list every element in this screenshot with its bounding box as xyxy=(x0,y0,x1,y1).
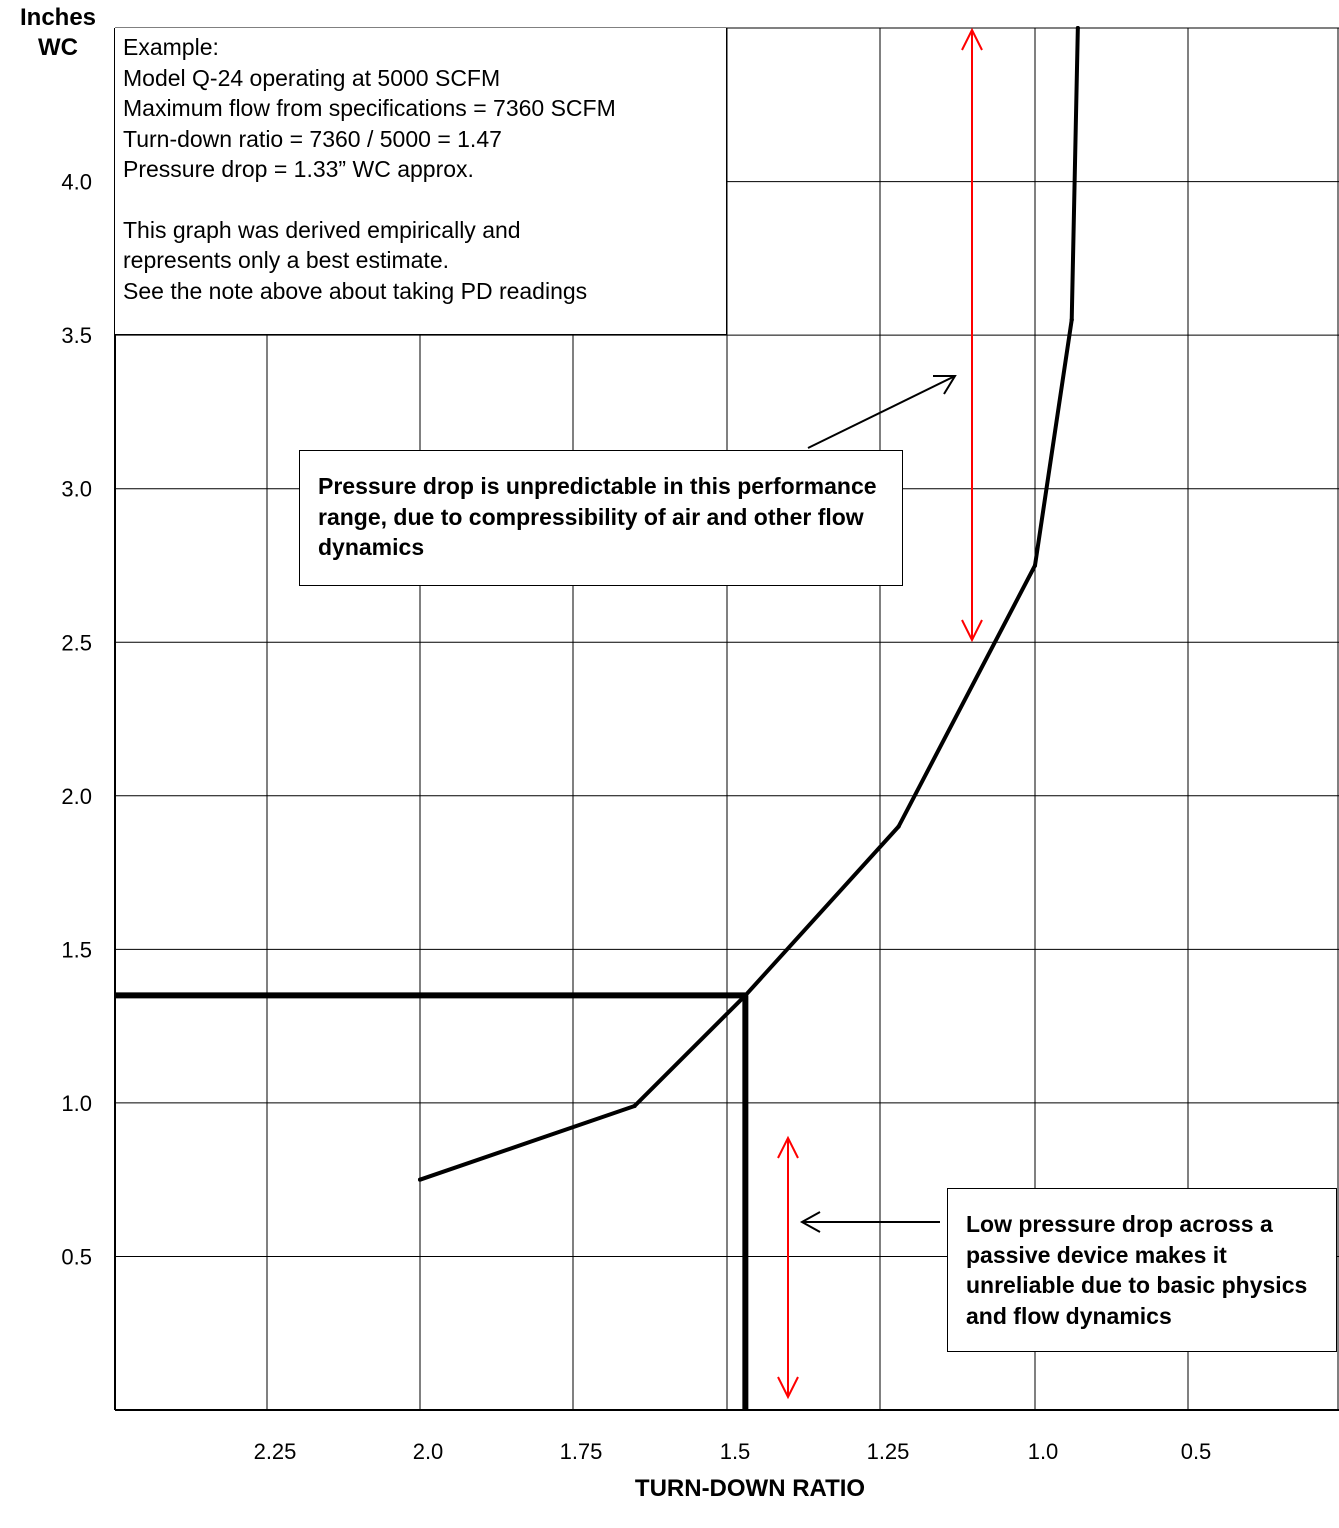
low-pressure-range-arrow-head-bottom xyxy=(777,1376,799,1400)
example-line: Maximum flow from specifications = 7360 … xyxy=(123,95,616,121)
example-line: Model Q-24 operating at 5000 SCFM xyxy=(123,64,501,91)
y-tick-labels: 0.5 1.0 1.5 2.0 2.5 3.0 3.5 4.0 xyxy=(61,170,92,1270)
x-tick-label: 2.25 xyxy=(254,1439,297,1464)
x-tick-label: 1.0 xyxy=(1028,1439,1059,1464)
example-note-box: Example: Model Q-24 operating at 5000 SC… xyxy=(115,28,727,335)
curve-segment xyxy=(743,824,901,998)
low-pressure-callout: Low pressure drop across a passive devic… xyxy=(947,1188,1337,1352)
pointer-arrow-bottom-head xyxy=(799,1211,821,1233)
pointer-arrow-top xyxy=(807,375,956,449)
curve-point xyxy=(1069,317,1074,322)
x-axis-title: TURN-DOWN RATIO xyxy=(634,1475,866,1502)
curve-segment xyxy=(418,1103,637,1182)
curve-point xyxy=(1033,563,1037,568)
unpredictable-range-arrow-head-top xyxy=(961,27,983,51)
curve-point xyxy=(418,1177,422,1182)
x-tick-label: 1.75 xyxy=(560,1439,603,1464)
curve-segment xyxy=(896,563,1037,829)
example-line: Example: xyxy=(123,34,219,60)
unpredictable-range-callout: Pressure drop is unpredictable in this p… xyxy=(299,450,903,586)
example-line: Pressure drop = 1.33” WC approx. xyxy=(123,156,474,182)
disclaimer-line: represents only a best estimate. xyxy=(123,247,449,273)
y-axis-title: Inches WC xyxy=(8,3,108,63)
y-tick-label: 3.5 xyxy=(61,323,92,348)
x-tick-labels: 2.25 2.0 1.75 1.5 1.25 1.0 0.5 xyxy=(254,1439,1212,1464)
y-axis-title-line-2: WC xyxy=(38,34,78,61)
y-tick-label: 1.0 xyxy=(61,1091,92,1116)
y-tick-label: 2.0 xyxy=(61,784,92,809)
curve-point xyxy=(1075,26,1080,31)
y-tick-label: 4.0 xyxy=(61,170,92,195)
disclaimer-line: See the note above about taking PD readi… xyxy=(123,277,588,304)
y-axis-title-line-1: Inches xyxy=(19,4,97,31)
annotation-arrows xyxy=(777,27,983,1400)
x-tick-label: 0.5 xyxy=(1181,1439,1212,1464)
y-tick-label: 0.5 xyxy=(61,1244,92,1269)
unpredictable-range-arrow-head-bottom xyxy=(961,619,983,643)
low-pressure-range-arrow-head-top xyxy=(777,1135,799,1159)
series-lines xyxy=(115,26,1080,1410)
y-tick-label: 2.5 xyxy=(61,630,92,655)
curve-segment xyxy=(632,993,748,1108)
disclaimer-line: This graph was derived empirically and xyxy=(123,216,521,243)
curve-point xyxy=(896,824,901,829)
x-tick-label: 2.0 xyxy=(413,1439,444,1464)
curve-segment xyxy=(1033,317,1074,568)
x-tick-label: 1.5 xyxy=(720,1439,751,1464)
example-line: Turn-down ratio = 7360 / 5000 = 1.47 xyxy=(123,125,502,152)
y-tick-label: 1.5 xyxy=(61,937,92,962)
pointer-arrow-top-head xyxy=(933,375,957,395)
curve-point xyxy=(632,1103,637,1108)
y-tick-label: 3.0 xyxy=(61,477,92,502)
curve-segment xyxy=(1069,26,1080,322)
x-tick-label: 1.25 xyxy=(867,1439,910,1464)
